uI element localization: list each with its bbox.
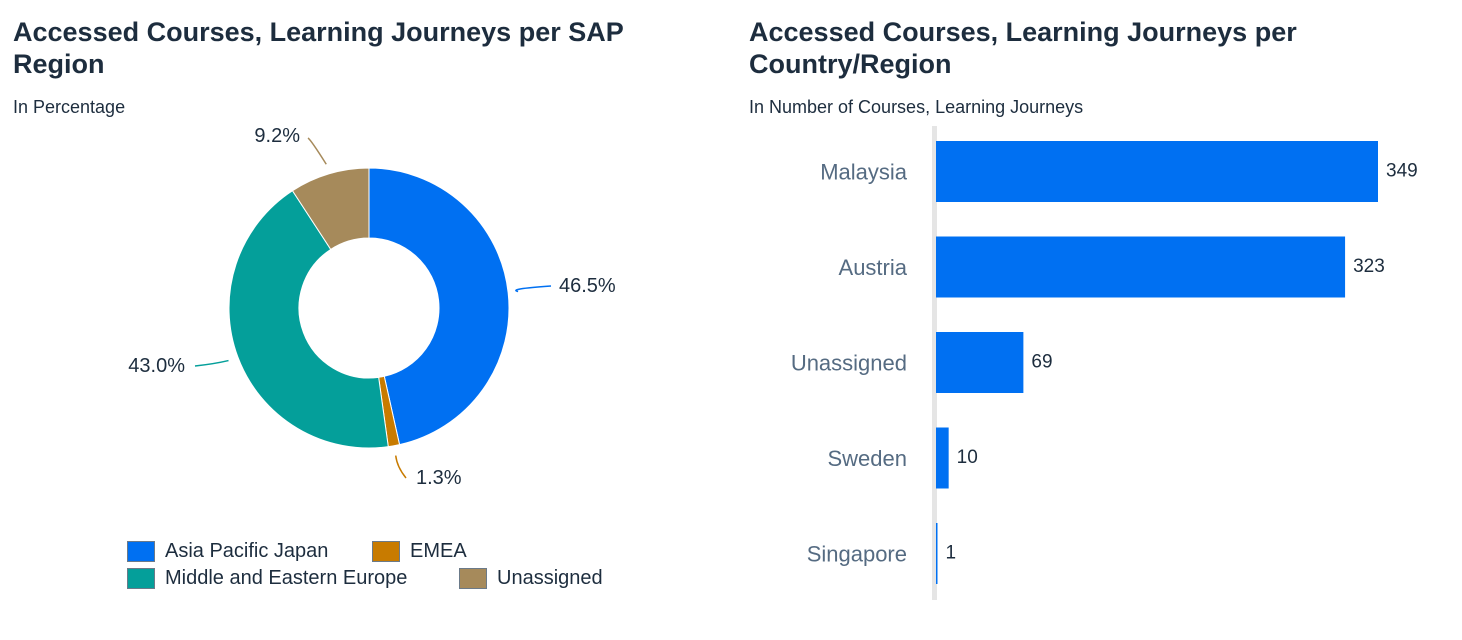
country-chart-subtitle: In Number of Courses, Learning Journeys xyxy=(749,97,1084,117)
legend-item-asia-pacific-japan[interactable]: Asia Pacific Japan xyxy=(127,540,328,563)
donut-data-label-asia-pacific-japan: 46.5% xyxy=(559,275,616,297)
bar-category-label-malaysia: Malaysia xyxy=(820,160,908,185)
country-bar-chart: Malaysia 349 Austria 323 Unassigned 69 Sweden 1… xyxy=(791,126,1418,600)
country-chart-title-line-2: Country/Region xyxy=(749,49,952,79)
legend-label-asia-pacific-japan: Asia Pacific Japan xyxy=(165,540,329,562)
bar-malaysia[interactable] xyxy=(936,141,1378,202)
region-chart-title-line-2: Region xyxy=(13,49,105,79)
donut-data-label-middle-and-eastern-europe: 43.0% xyxy=(128,355,185,377)
bar-value-label-austria: 323 xyxy=(1353,256,1385,277)
country-chart-title: Accessed Courses, Learning Journeys per … xyxy=(749,16,1297,80)
donut-slice-unassigned[interactable] xyxy=(291,167,370,251)
legend-swatch-unassigned xyxy=(459,568,487,589)
donut-data-label-emea: 1.3% xyxy=(416,467,462,489)
donut-leader-line-unassigned xyxy=(307,137,327,165)
region-chart-subtitle: In Percentage xyxy=(13,97,126,117)
donut-slice-middle-and-eastern-europe[interactable] xyxy=(228,190,389,449)
donut-leader-line-emea xyxy=(394,455,407,479)
bar-value-label-sweden: 10 xyxy=(957,447,978,468)
donut-leader-line-middle-and-eastern-europe xyxy=(194,359,229,367)
donut-slice-asia-pacific-japan[interactable] xyxy=(368,167,510,446)
legend-label-unassigned: Unassigned xyxy=(497,567,603,589)
bar-unassigned[interactable] xyxy=(936,332,1024,393)
legend-item-middle-and-eastern-europe[interactable]: Middle and Eastern Europe xyxy=(127,567,407,590)
legend-swatch-asia-pacific-japan xyxy=(127,541,155,562)
legend-label-emea: EMEA xyxy=(410,540,467,562)
region-donut-chart: 46.5% 1.3% 43.0% 9.2% xyxy=(128,125,616,489)
region-chart-title: Accessed Courses, Learning Journeys per … xyxy=(13,16,624,80)
bar-sweden[interactable] xyxy=(936,427,949,489)
bar-austria[interactable] xyxy=(936,236,1346,298)
country-bar-panel: Accessed Courses, Learning Journeys per … xyxy=(736,0,1462,640)
country-chart-title-line-1: Accessed Courses, Learning Journeys per xyxy=(749,17,1297,47)
donut-data-label-unassigned: 9.2% xyxy=(254,125,300,147)
bar-value-label-singapore: 1 xyxy=(946,543,957,564)
bar-category-label-sweden: Sweden xyxy=(827,446,907,471)
bar-category-axis xyxy=(932,126,937,600)
donut-leader-line-asia-pacific-japan xyxy=(515,285,552,293)
bar-category-label-austria: Austria xyxy=(839,255,908,280)
bar-category-label-singapore: Singapore xyxy=(807,542,907,567)
bar-value-label-malaysia: 349 xyxy=(1386,161,1418,182)
bar-singapore[interactable] xyxy=(936,523,938,584)
legend-item-unassigned[interactable]: Unassigned xyxy=(459,567,603,590)
legend-swatch-middle-and-eastern-europe xyxy=(127,568,155,589)
region-chart-title-line-1: Accessed Courses, Learning Journeys per … xyxy=(13,17,624,47)
legend-label-middle-and-eastern-europe: Middle and Eastern Europe xyxy=(165,567,408,589)
region-donut-panel: Accessed Courses, Learning Journeys per … xyxy=(0,0,700,640)
legend-swatch-emea xyxy=(372,541,400,562)
bar-value-label-unassigned: 69 xyxy=(1031,352,1052,373)
legend-item-emea[interactable]: EMEA xyxy=(372,540,467,563)
bar-category-label-unassigned: Unassigned xyxy=(791,351,907,376)
